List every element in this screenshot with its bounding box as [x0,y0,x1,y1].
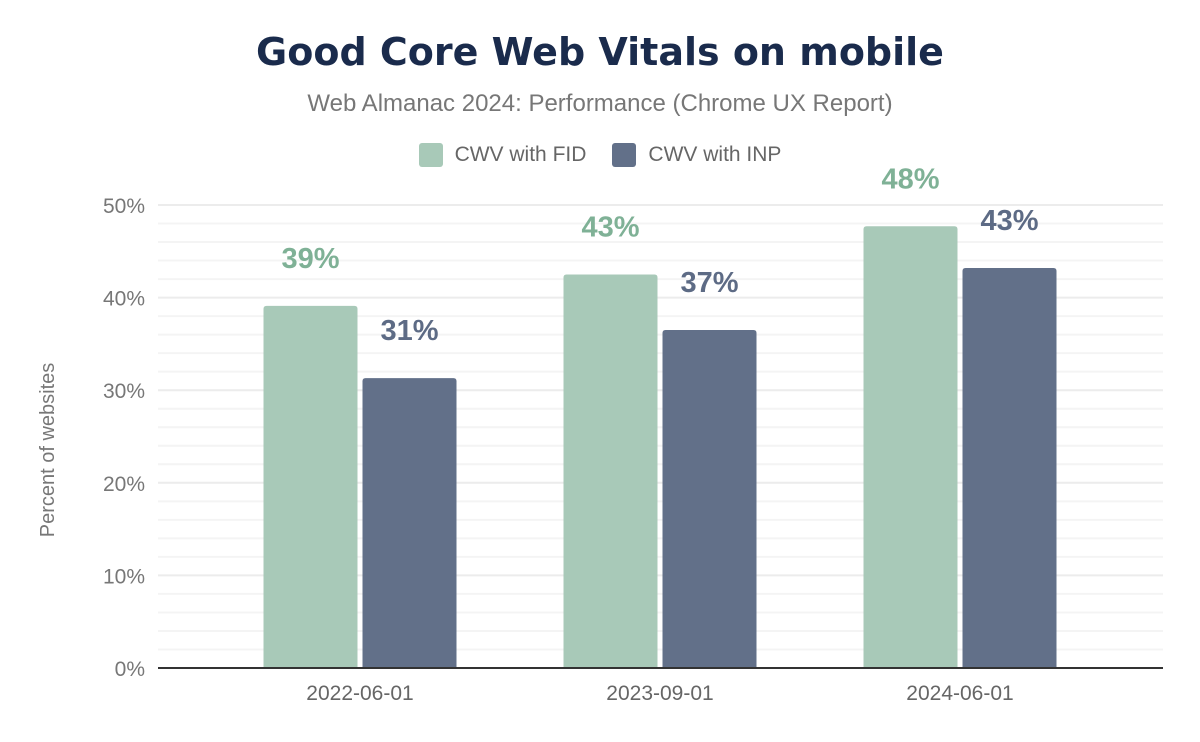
legend: CWV with FID CWV with INP [0,143,1200,167]
bar-fid [563,274,658,668]
x-tick-label: 2023-09-01 [606,682,713,705]
legend-swatch-inp [612,143,637,167]
data-label: 48% [881,163,939,195]
data-label: 43% [581,211,639,243]
bar-inp [662,330,757,668]
legend-item-fid[interactable]: CWV with FID [418,143,587,167]
x-tick-label: 2024-06-01 [906,682,1013,705]
bar-inp [962,267,1057,668]
data-label: 43% [980,205,1038,237]
chart-subtitle: Web Almanac 2024: Performance (Chrome UX… [307,90,893,117]
x-tick-label: 2022-06-01 [306,682,413,705]
data-label: 31% [380,315,438,347]
legend-swatch-fid [418,143,443,167]
legend-label-fid: CWV with FID [454,143,587,166]
legend-item-inp[interactable]: CWV with INP [612,143,781,167]
data-label: 37% [680,267,738,299]
bar-fid [863,226,958,668]
y-tick-label: 20% [103,473,145,496]
y-tick-label: 40% [103,288,145,311]
y-tick-label: 10% [103,565,145,588]
y-tick-label: 0% [115,658,145,681]
data-label: 39% [281,243,339,275]
bar-inp [362,378,457,668]
y-tick-label: 50% [103,195,145,218]
y-axis-label: Percent of websites [37,363,59,538]
bar-fid [263,305,358,668]
chart-title: Good Core Web Vitals on mobile [256,30,944,74]
legend-label-inp: CWV with INP [648,143,782,166]
y-tick-label: 30% [103,380,145,403]
